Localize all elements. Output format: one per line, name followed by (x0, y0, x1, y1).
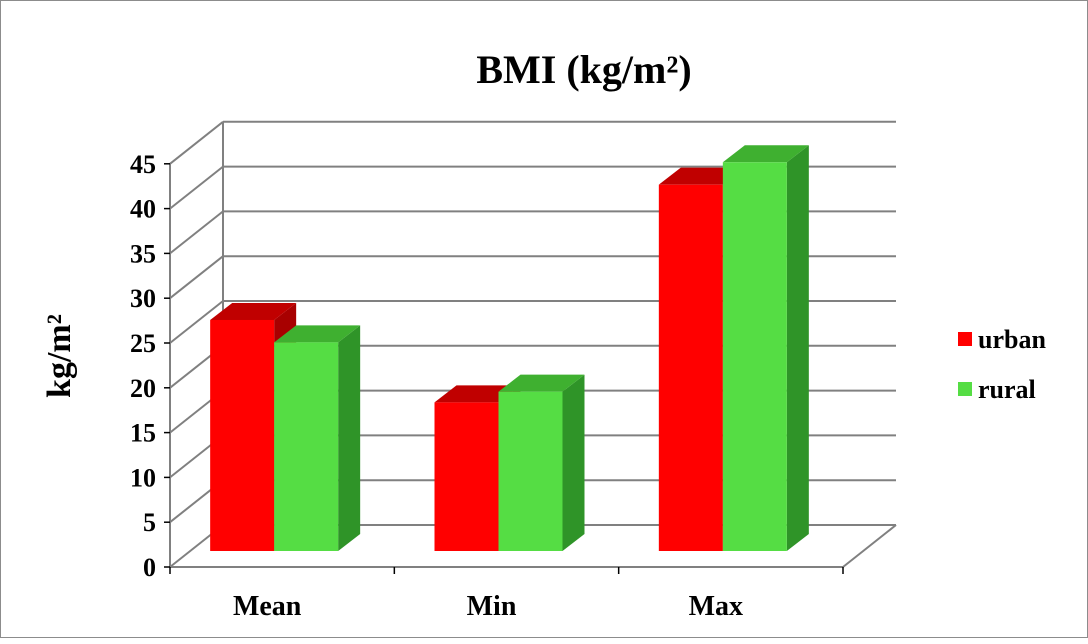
x-tick-label: Mean (233, 591, 302, 622)
bar-top-urban (210, 302, 297, 320)
legend-swatch-urban (958, 332, 972, 346)
y-axis-title: kg/m² (41, 314, 78, 398)
bar-urban-mean (210, 319, 275, 551)
legend-label-urban: urban (978, 325, 1046, 354)
gridline-side (169, 165, 224, 210)
y-tick-label: 15 (130, 419, 156, 448)
legend-swatch-rural (958, 382, 972, 396)
legend: urban rural (958, 325, 1046, 404)
y-tick-label: 30 (130, 284, 156, 313)
bar-urban-min (434, 402, 499, 551)
y-tick-label: 0 (143, 553, 156, 582)
y-tick-label: 35 (130, 239, 156, 268)
gridline-side (169, 300, 224, 344)
bar-rural-min (498, 391, 563, 551)
gridline-side (169, 210, 224, 255)
bar-rural-mean (274, 342, 339, 551)
chart-title: BMI (kg/m²) (476, 47, 691, 92)
bar-urban-max (658, 184, 723, 551)
gridline-side (169, 121, 224, 165)
y-tick-label: 40 (130, 195, 156, 224)
bar-side-rural (338, 325, 361, 551)
x-tick-label: Max (689, 591, 743, 622)
x-tick-label: Min (467, 591, 517, 622)
y-tick-label: 5 (143, 508, 156, 537)
y-tick-label: 25 (130, 329, 156, 358)
y-tick-label: 20 (130, 374, 156, 403)
y-tick-label: 10 (130, 463, 156, 492)
bar-side-rural (786, 145, 809, 551)
floor-right-edge (842, 524, 897, 568)
bar-rural-max (722, 162, 787, 551)
axis-layer: 0 5 10 15 20 25 30 35 40 45 Mean Min Max (130, 150, 844, 622)
bars-layer (210, 145, 809, 551)
y-tick-label: 45 (130, 150, 156, 179)
bar-top-rural (274, 325, 361, 343)
bar-top-rural (498, 374, 585, 392)
legend-label-rural: rural (978, 375, 1036, 404)
bar-top-rural (722, 145, 809, 163)
gridline-side (169, 255, 224, 299)
bar-side-rural (562, 374, 585, 551)
